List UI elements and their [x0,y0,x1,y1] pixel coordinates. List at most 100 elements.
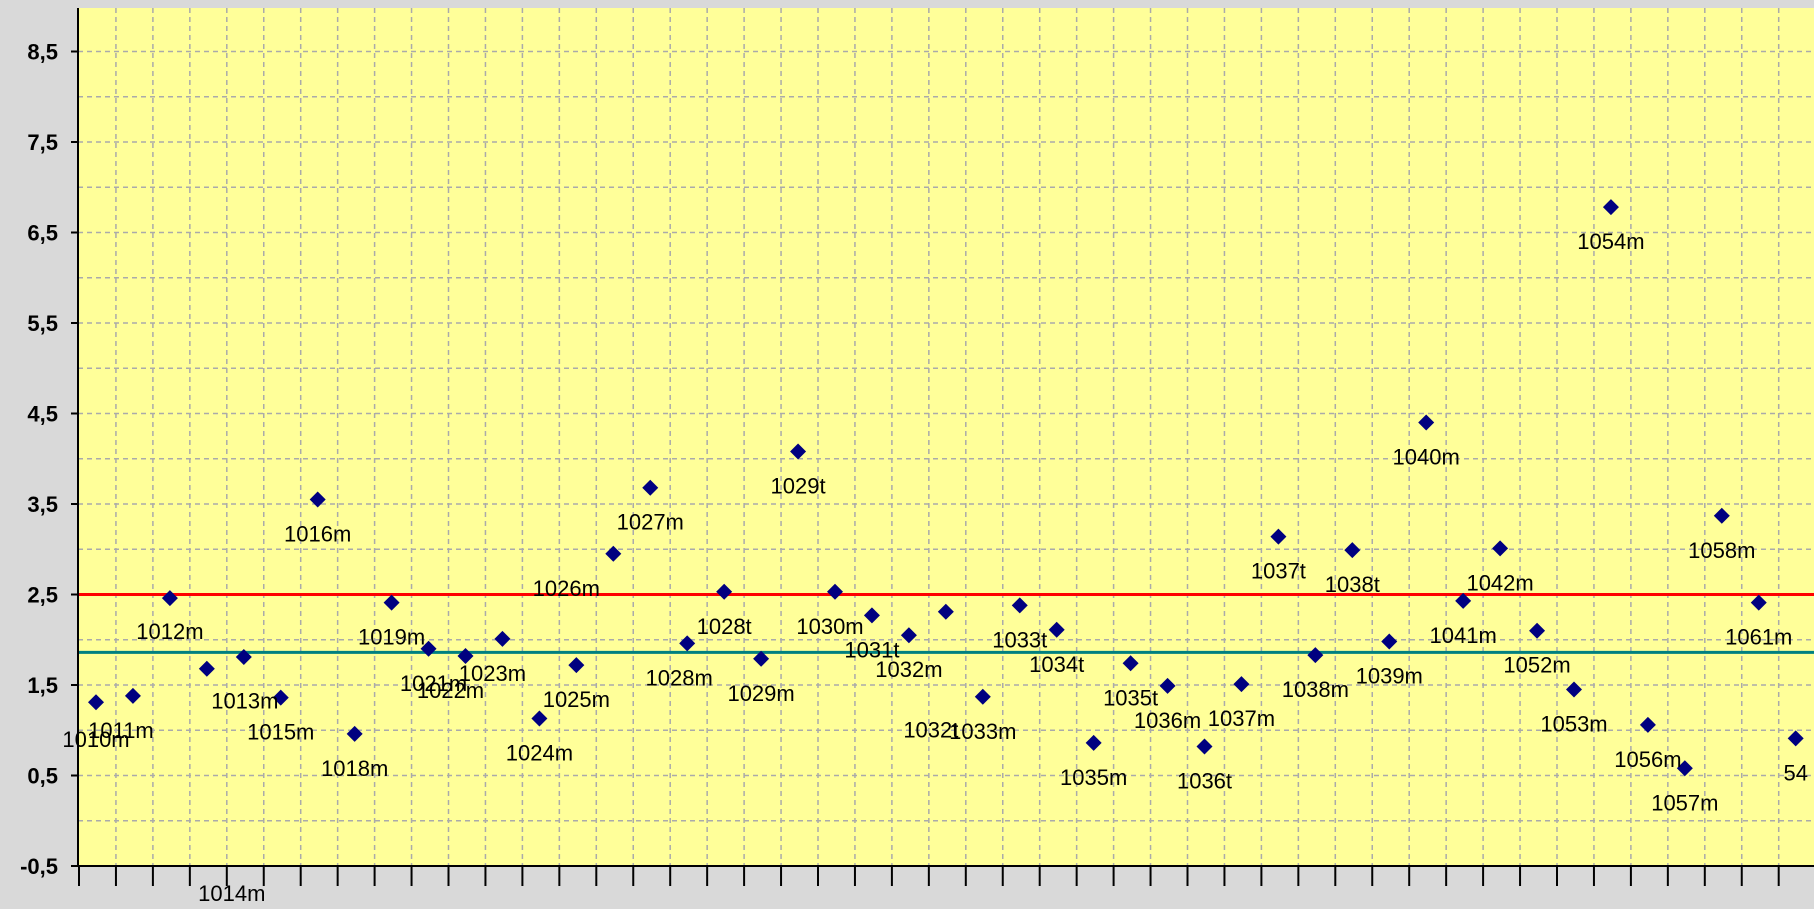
data-point [161,590,178,607]
data-point-label: 1031t [844,637,899,662]
data-point-label: 1014m [198,881,265,904]
data-point-label: 1028m [646,665,713,690]
data-point-label: 1039m [1356,664,1423,689]
data-point [568,657,585,674]
data-point-label: 1036t [1177,769,1232,794]
data-point-label: 1023m [459,661,526,686]
data-point [1713,507,1730,524]
data-point [1492,540,1509,557]
y-tick-label: -0,5 [20,854,58,879]
data-point-label: 1032m [875,657,942,682]
data-point-label: 1030m [796,614,863,639]
data-point-label: 1035m [1060,765,1127,790]
y-tick-label: 1,5 [27,673,58,698]
data-point [937,603,954,620]
data-point [420,640,437,657]
data-point-label: 1018m [321,756,388,781]
data-point-label: 1011m [88,718,154,743]
data-point-label: 1029t [771,474,826,499]
data-point [1750,594,1767,611]
data-point [1233,676,1250,693]
data-point [900,627,917,644]
data-point [1196,738,1213,755]
data-point-label: 1034t [1029,652,1084,677]
data-point [309,491,326,508]
y-tick-label: 4,5 [27,402,58,427]
data-point [1639,716,1656,733]
data-point-label: 54 [1783,760,1807,785]
plot-background [78,8,1814,866]
data-point [383,594,400,611]
data-point [1307,647,1324,664]
data-point [235,648,252,665]
data-point-label: 1042m [1466,570,1533,595]
data-point [457,648,474,665]
data-point-label: 1053m [1540,712,1607,737]
data-point [272,689,289,706]
data-point [1344,542,1361,559]
data-point-label: 1012m [136,619,203,644]
data-point [1381,633,1398,650]
data-point [827,583,843,600]
data-point [1566,681,1582,698]
points-group [88,199,1804,777]
data-point-label: 1037t [1251,559,1306,584]
data-point-label: 1061m [1725,625,1792,650]
data-point [605,545,622,562]
data-point [753,650,770,667]
data-point [1676,760,1693,777]
data-point [494,630,511,647]
data-point [346,725,363,742]
data-point [642,479,659,496]
data-point [198,660,215,677]
data-point [1011,597,1028,614]
data-point [1122,655,1139,672]
y-tick-label: 3,5 [27,492,58,517]
data-point [124,687,141,704]
data-point-label: 1016m [284,521,351,546]
data-point-label: 1015m [247,720,314,745]
data-point-label: 1036m [1134,708,1201,733]
data-point-label: 1038t [1325,572,1380,597]
data-point [679,635,696,652]
data-point-label: 1025m [543,687,610,712]
data-point-label: 1056m [1614,747,1681,772]
data-point-label: 1058m [1688,538,1755,563]
plot-area-group [78,8,1814,866]
reference-lines-group [78,593,1814,654]
data-point-label: 1022m [417,678,484,703]
data-point [1602,199,1619,216]
data-point-label: 1041m [1430,623,1497,648]
data-point-label: 1033m [949,719,1016,744]
data-point-label: 1027m [617,510,684,535]
data-point [1085,734,1102,751]
data-point [716,583,733,600]
data-point-label: 1054m [1577,229,1644,254]
data-point-label: 1033t [992,627,1047,652]
data-point-label: 1010m [62,727,129,752]
data-point [1270,528,1287,545]
axes-group: -0,5 0,5 1,5 2,5 3,5 4,5 5,5 6,5 7,5 8,5 [20,8,1814,886]
y-tick-label: 8,5 [27,40,58,65]
data-point [1048,621,1065,638]
data-point [1159,677,1176,694]
data-point-label: 1029m [727,681,794,706]
data-point [88,694,104,711]
data-point-label: 1013m [211,689,278,714]
data-point-label: 1035t [1103,685,1158,710]
y-tick-label: 7,5 [27,130,58,155]
y-tick-label: 0,5 [27,764,58,789]
data-point-label: 1038m [1282,677,1349,702]
data-point-label: 1037m [1208,706,1275,731]
data-point [863,607,880,624]
data-point [1787,730,1804,747]
data-point [1455,592,1472,609]
data-point [531,710,548,727]
data-point-label: 1057m [1651,790,1718,815]
data-point [974,688,991,705]
y-tick-label: 5,5 [27,311,58,336]
grid-group [78,8,1814,866]
